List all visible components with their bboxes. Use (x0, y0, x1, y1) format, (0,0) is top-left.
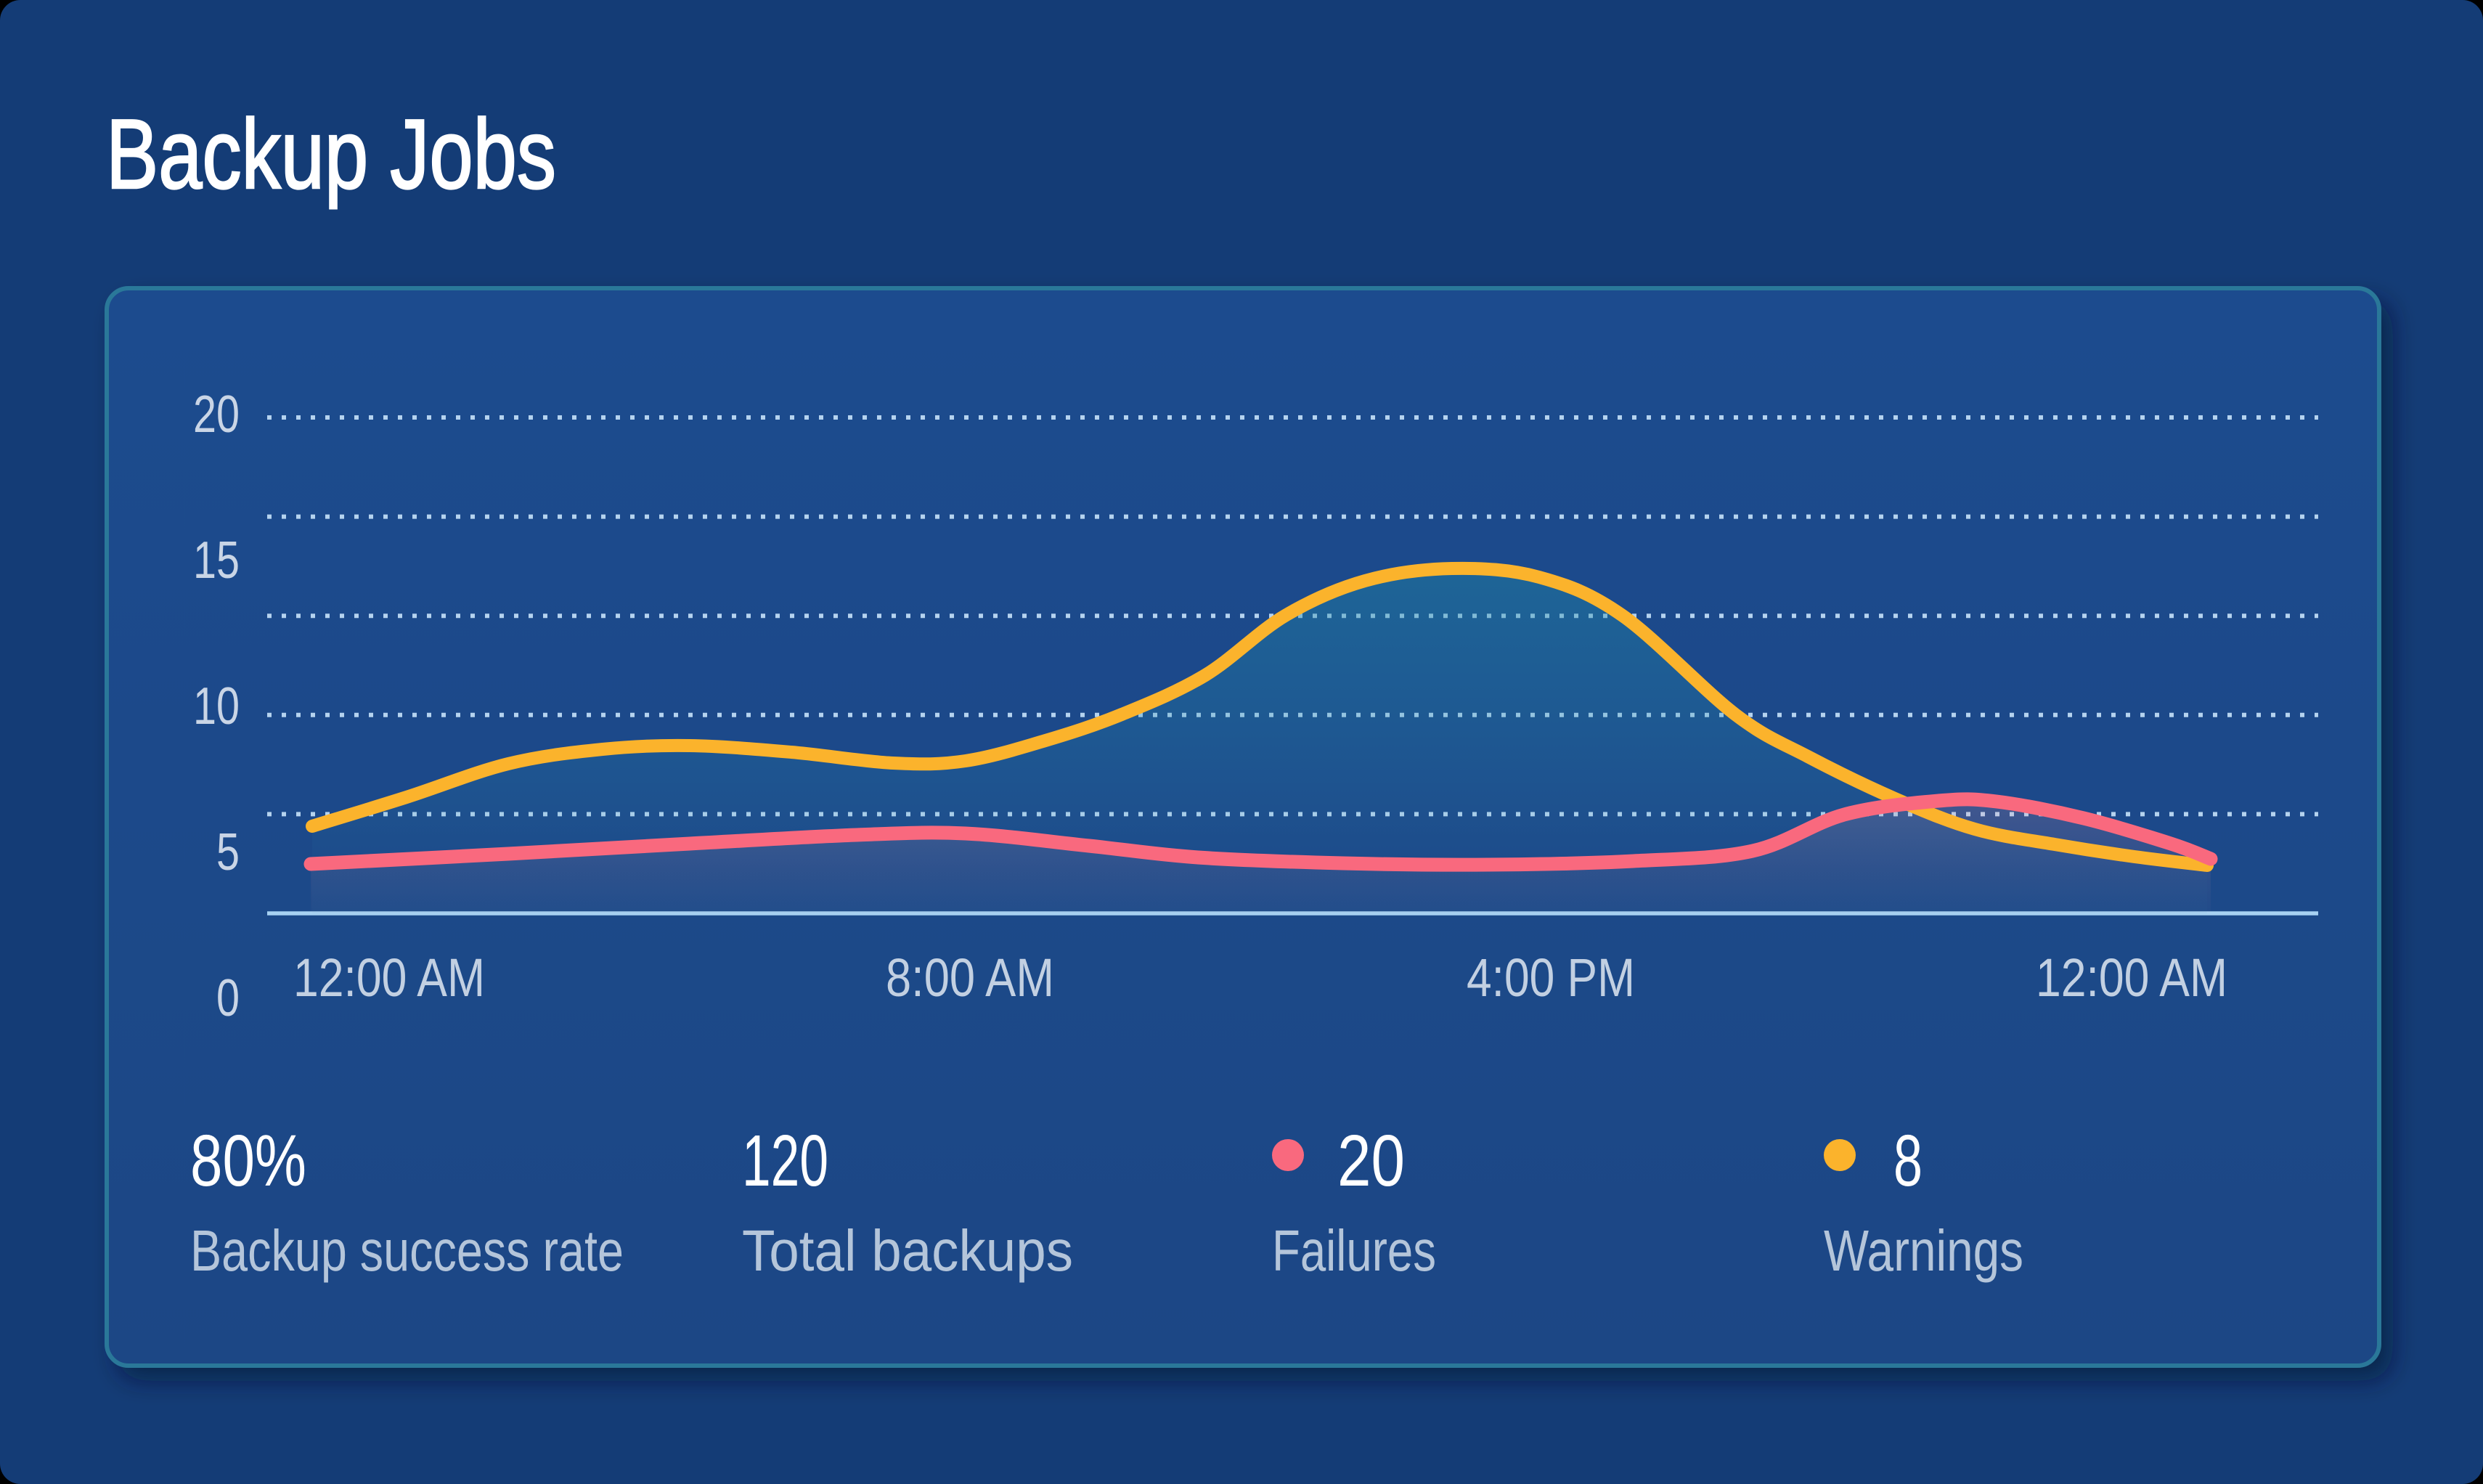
svg-text:12:00 AM: 12:00 AM (293, 947, 485, 1008)
svg-text:Backup success rate: Backup success rate (190, 1218, 624, 1283)
svg-text:10: 10 (193, 677, 240, 735)
svg-text:12:00 AM: 12:00 AM (2036, 947, 2227, 1008)
svg-text:8: 8 (1893, 1120, 1923, 1202)
svg-text:8:00 AM: 8:00 AM (886, 947, 1054, 1008)
svg-text:Warnings: Warnings (1824, 1218, 2023, 1283)
svg-text:5: 5 (216, 823, 240, 881)
svg-text:120: 120 (742, 1120, 828, 1202)
svg-text:80%: 80% (190, 1120, 306, 1202)
svg-text:20: 20 (193, 386, 240, 444)
svg-text:Total backups: Total backups (742, 1218, 1073, 1283)
svg-text:Failures: Failures (1272, 1218, 1436, 1283)
svg-text:20: 20 (1337, 1120, 1405, 1202)
svg-text:Backup Jobs: Backup Jobs (106, 99, 556, 209)
svg-text:0: 0 (216, 969, 240, 1027)
svg-text:15: 15 (193, 531, 240, 590)
svg-text:4:00 PM: 4:00 PM (1467, 947, 1635, 1008)
